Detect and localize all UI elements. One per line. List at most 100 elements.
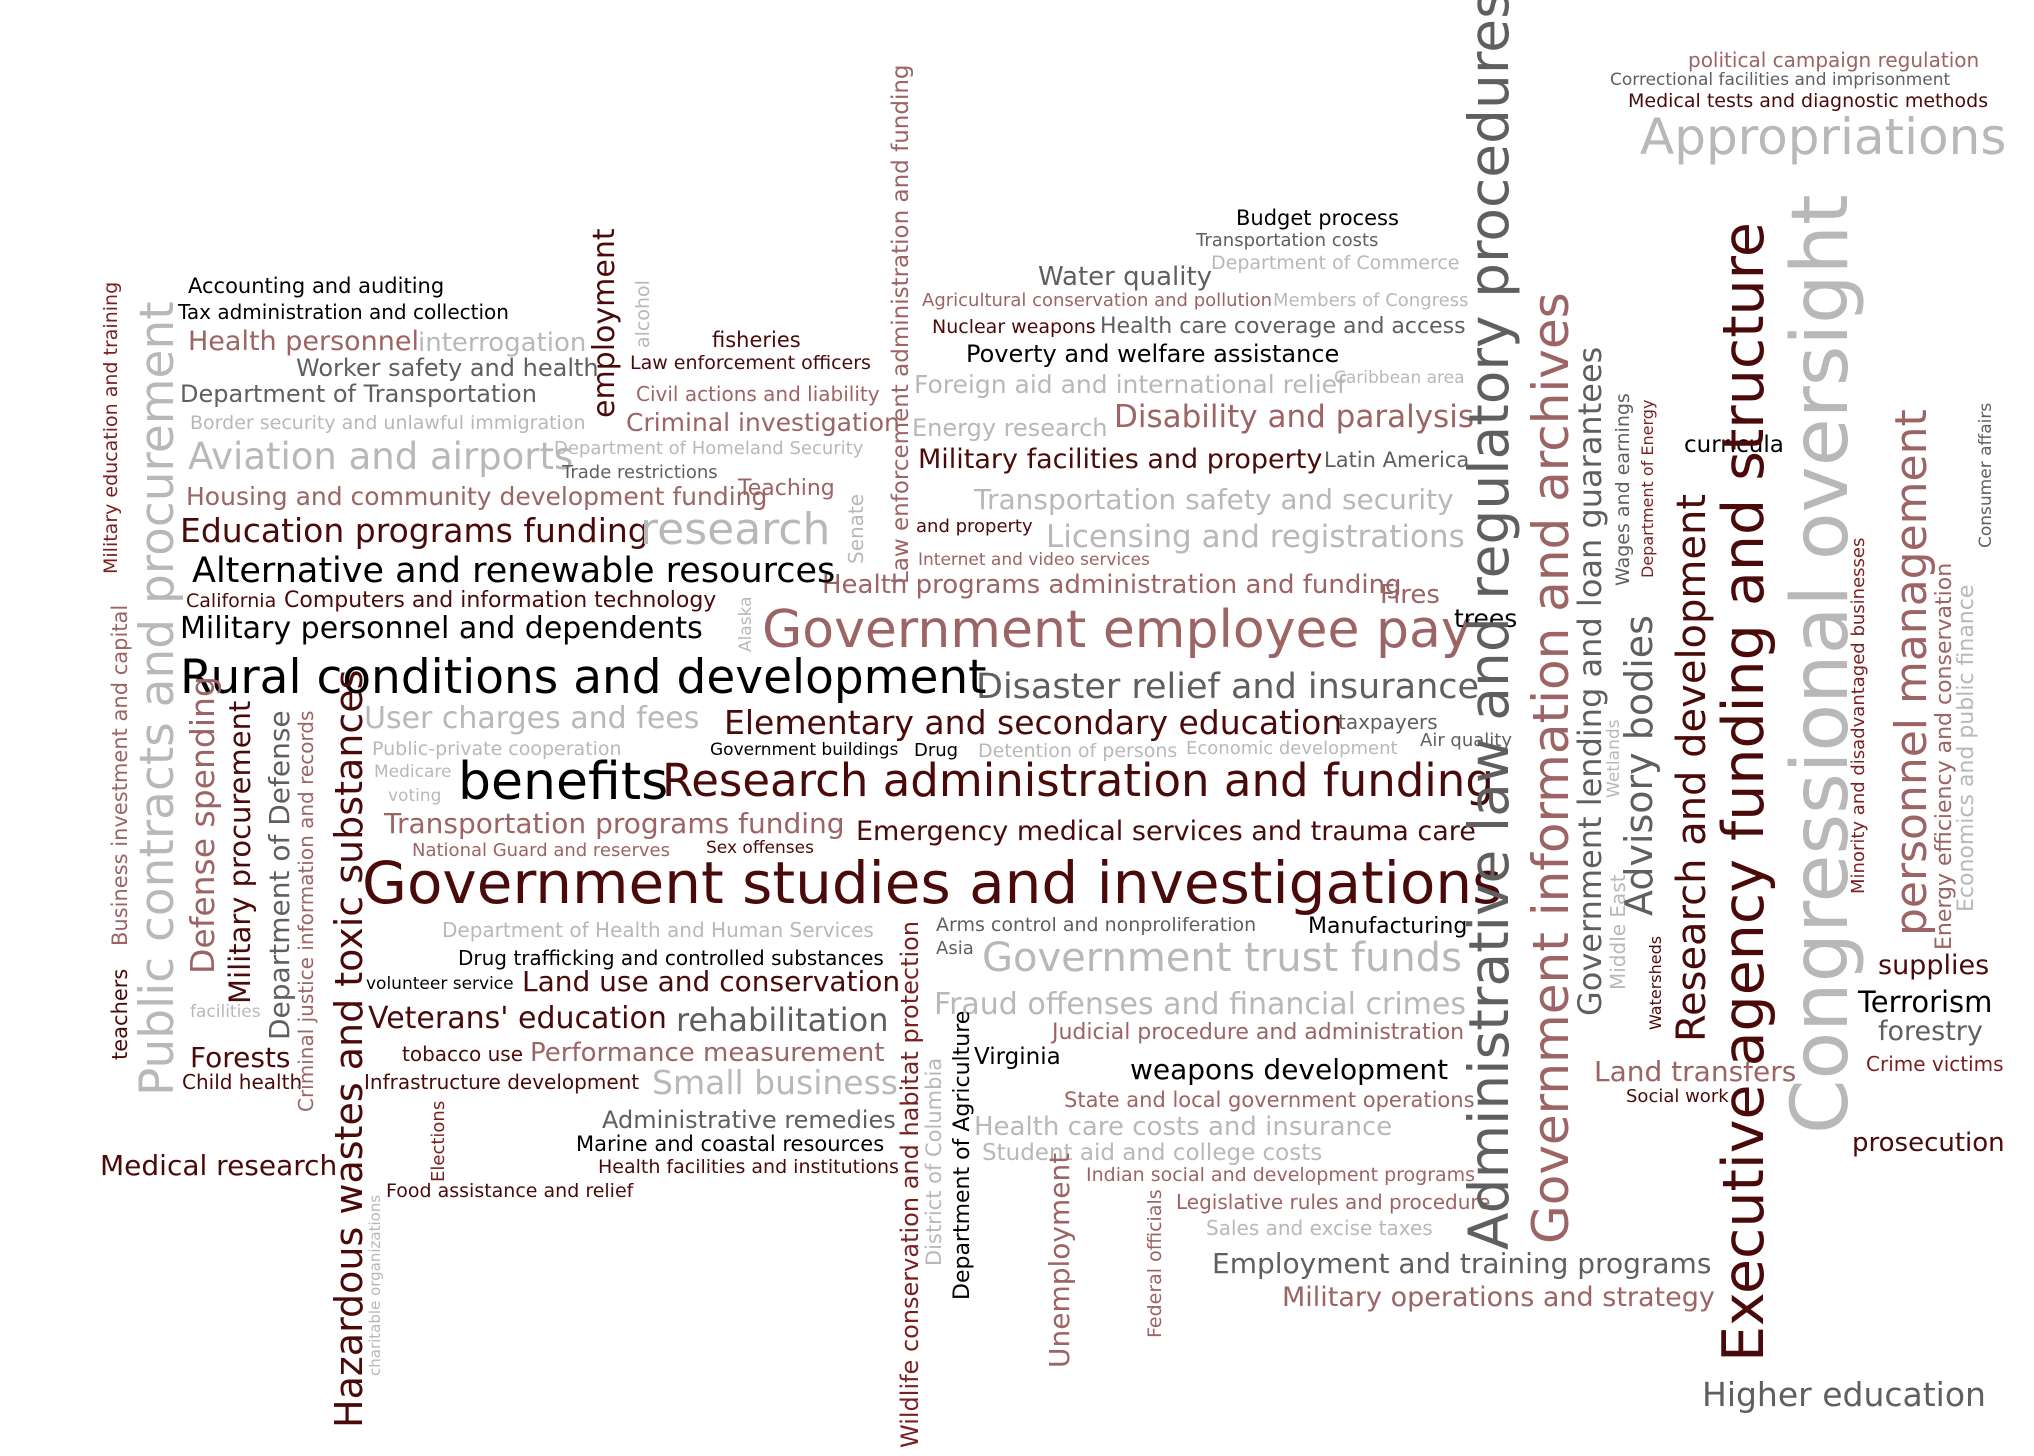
word: Infrastructure development	[364, 1070, 640, 1094]
word-vertical: Department of Energy	[1638, 399, 1657, 578]
word-vertical: Defense spending	[183, 676, 222, 974]
word: Sex offenses	[706, 838, 814, 858]
word: supplies	[1878, 950, 1990, 981]
word: Agricultural conservation and pollution	[922, 290, 1273, 311]
word: Internet and video services	[918, 550, 1150, 570]
word: taxpayers	[1338, 710, 1438, 734]
word: Public-private cooperation	[372, 738, 622, 760]
word-vertical: Military education and training	[100, 281, 122, 574]
word: Military operations and strategy	[1282, 1282, 1715, 1313]
word: Medicare	[374, 762, 452, 782]
word-vertical: Wages and earnings	[1612, 393, 1634, 586]
word: Foreign aid and international relief	[914, 370, 1346, 399]
word: Emergency medical services and trauma ca…	[856, 816, 1476, 847]
word: Social work	[1626, 1086, 1729, 1107]
word: and property	[916, 516, 1033, 537]
word: Research administration and funding	[662, 754, 1494, 807]
word: Health care coverage and access	[1100, 314, 1466, 339]
word: Student aid and college costs	[982, 1140, 1323, 1166]
word: Aviation and airports	[188, 435, 574, 478]
word: Administrative remedies	[602, 1106, 896, 1134]
word: Housing and community development fundin…	[186, 482, 768, 511]
word-vertical: Energy efficiency and conservation	[1932, 562, 1957, 950]
word: Virginia	[974, 1044, 1061, 1070]
word-vertical: Elections	[428, 1100, 449, 1182]
word: Marine and coastal resources	[576, 1132, 885, 1156]
word: Water quality	[1038, 262, 1213, 292]
word: Government buildings	[710, 740, 899, 760]
word: Teaching	[738, 476, 835, 501]
word: voting	[388, 786, 442, 806]
word: Small business	[652, 1063, 898, 1102]
word: Crime victims	[1866, 1052, 2004, 1076]
word: curricula	[1684, 432, 1784, 458]
word-vertical: Department of Defense	[263, 710, 296, 1040]
word: User charges and fees	[364, 701, 700, 736]
word: Government employee pay	[762, 600, 1472, 660]
word: Drug	[914, 740, 959, 761]
word-vertical: Department of Agriculture	[950, 1010, 975, 1300]
word: Trade restrictions	[562, 462, 718, 483]
word-vertical: Law enforcement administration and fundi…	[888, 64, 914, 584]
word: Disability and paralysis	[1114, 399, 1474, 435]
word-vertical: charitable organizations	[366, 1194, 384, 1376]
word: Terrorism	[1858, 985, 1993, 1019]
word-vertical: Government information and archives	[1522, 292, 1580, 1244]
word: Fraud offenses and financial crimes	[934, 987, 1466, 1022]
word: Transportation programs funding	[384, 807, 845, 840]
word: Employment and training programs	[1212, 1247, 1712, 1280]
word-vertical: Alaska	[736, 596, 756, 652]
word: tobacco use	[402, 1042, 524, 1066]
word: prosecution	[1852, 1128, 2005, 1158]
word-vertical: Unemployment	[1043, 1152, 1076, 1368]
word: Higher education	[1702, 1375, 1986, 1414]
word: Law enforcement officers	[630, 352, 871, 374]
word-vertical: Public contracts and procurement	[130, 301, 185, 1096]
word: Sales and excise taxes	[1206, 1216, 1433, 1240]
word: Performance measurement	[530, 1038, 885, 1068]
word: Health facilities and institutions	[598, 1156, 899, 1178]
word-vertical: employment	[587, 228, 622, 418]
word: Poverty and welfare assistance	[966, 340, 1340, 368]
word: rehabilitation	[676, 1001, 889, 1039]
word: Indian social and development programs	[1086, 1164, 1476, 1186]
word: Arms control and nonproliferation	[936, 914, 1257, 936]
word: Transportation safety and security	[974, 483, 1454, 516]
word-vertical: Senate	[844, 493, 868, 564]
word: Transportation costs	[1196, 230, 1379, 251]
word-vertical: Government lending and loan guarantees	[1571, 346, 1609, 1016]
word: Computers and information technology	[284, 588, 717, 613]
word-vertical: Consumer affairs	[1976, 402, 1996, 548]
word: State and local government operations	[1064, 1088, 1475, 1112]
word: Criminal investigation	[626, 408, 900, 437]
word: weapons development	[1130, 1053, 1449, 1086]
word: Elementary and secondary education	[724, 703, 1343, 742]
word: Members of Congress	[1273, 290, 1469, 311]
word: facilities	[190, 1002, 261, 1022]
word: Disaster relief and insurance	[976, 667, 1480, 707]
word: Accounting and auditing	[188, 274, 445, 298]
word: Medical research	[100, 1149, 338, 1182]
word: Department of Commerce	[1211, 252, 1460, 274]
word: Department of Transportation	[180, 380, 537, 408]
word: Drug trafficking and controlled substanc…	[458, 946, 884, 970]
word: Legislative rules and procedure	[1176, 1190, 1491, 1214]
word: Civil actions and liability	[636, 382, 880, 406]
word: Department of Health and Human Services	[442, 918, 874, 942]
word-vertical: personnel management	[1886, 409, 1937, 936]
word-vertical: District of Columbia	[922, 1057, 946, 1266]
word-vertical: Wildlife conservation and habitat protec…	[896, 920, 924, 1448]
word-vertical: alcohol	[632, 280, 654, 348]
word: Veterans' education	[368, 1001, 667, 1036]
word: Department of Homeland Security	[554, 438, 864, 459]
word: Land use and conservation	[522, 965, 901, 998]
word: Land transfers	[1594, 1055, 1797, 1088]
word: Health personnel	[188, 326, 420, 357]
word: forestry	[1878, 1016, 1983, 1047]
word: Judicial procedure and administration	[1052, 1020, 1465, 1045]
word: Manufacturing	[1308, 914, 1468, 939]
word: Military personnel and dependents	[180, 611, 703, 646]
word: Asia	[936, 938, 974, 959]
word: Medical tests and diagnostic methods	[1628, 90, 1989, 112]
